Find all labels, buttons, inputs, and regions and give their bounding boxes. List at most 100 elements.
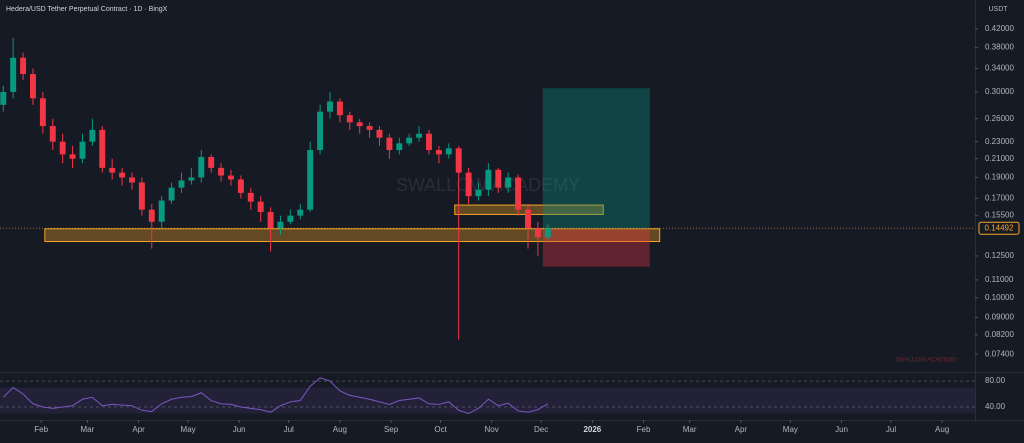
- x-tick-label: Feb: [34, 425, 48, 434]
- x-tick-label: Nov: [485, 425, 499, 434]
- rsi-tick-label: 40.00: [985, 402, 1006, 411]
- zone: [44, 228, 661, 243]
- y-tick-label: 0.34000: [985, 64, 1014, 73]
- candle-body: [247, 192, 254, 202]
- candle-body: [208, 156, 215, 168]
- x-tick-label: 2026: [583, 425, 601, 434]
- candle-body: [79, 141, 86, 159]
- candle-body: [525, 209, 531, 229]
- y-tick-label: 0.07400: [985, 349, 1014, 358]
- x-tick-label: Dec: [534, 425, 548, 434]
- candle-body: [29, 74, 36, 99]
- x-tick-label: Aug: [333, 425, 347, 434]
- candle-body: [0, 91, 7, 105]
- candle-body: [307, 150, 314, 210]
- candle-body: [406, 137, 413, 144]
- y-tick-label: 0.30000: [985, 87, 1014, 96]
- candle-body: [495, 169, 502, 188]
- candle-body: [287, 215, 294, 222]
- candle-body: [445, 148, 452, 155]
- x-tick-label: May: [181, 425, 196, 434]
- y-tick-label: 0.17000: [985, 193, 1014, 202]
- candle-body: [218, 167, 225, 176]
- candle-body: [465, 172, 472, 197]
- candle-body: [485, 169, 492, 190]
- candle-body: [228, 175, 234, 180]
- y-tick-label: 0.09000: [985, 313, 1014, 322]
- x-tick-label: Jun: [835, 425, 848, 434]
- candle-body: [188, 177, 195, 181]
- chart-title: Hedera/USD Tether Perpetual Contract · 1…: [6, 6, 168, 13]
- x-tick-label: Apr: [735, 425, 748, 434]
- candle-body: [168, 187, 175, 201]
- candle-body: [277, 221, 284, 229]
- candle-body: [198, 156, 205, 178]
- candle-body: [297, 209, 304, 216]
- y-tick-label: 0.42000: [985, 24, 1014, 33]
- candle-body: [346, 115, 353, 123]
- y-tick-label: 0.08200: [985, 330, 1014, 339]
- candle-body: [99, 129, 106, 168]
- x-tick-label: Aug: [935, 425, 949, 434]
- candle-body: [138, 182, 145, 210]
- candle-body: [475, 189, 482, 197]
- candle-body: [129, 177, 135, 183]
- x-tick-label: May: [783, 425, 798, 434]
- last-price-tag: [978, 221, 1020, 235]
- candle-body: [426, 133, 432, 151]
- footer-mark: SWALLOW ACADEMY: [895, 358, 956, 364]
- candle-body: [544, 228, 551, 238]
- candle-body: [396, 143, 403, 151]
- currency: USDT: [988, 6, 1008, 13]
- candle-body: [534, 228, 541, 238]
- x-tick-label: Mar: [683, 425, 697, 434]
- x-tick-label: Sep: [384, 425, 399, 434]
- candle-body: [148, 209, 155, 222]
- y-tick-label: 0.15500: [985, 211, 1014, 220]
- rsi-line: [2, 377, 549, 415]
- candle-body: [158, 200, 165, 222]
- candle-body: [505, 177, 512, 188]
- x-tick-label: Jun: [233, 425, 246, 434]
- x-tick-label: Apr: [132, 425, 145, 434]
- x-tick-label: Mar: [81, 425, 95, 434]
- y-tick-label: 0.38000: [985, 43, 1014, 52]
- y-tick-label: 0.21000: [985, 154, 1014, 163]
- candle-body: [515, 177, 522, 210]
- candle-body: [435, 150, 442, 155]
- candle-body: [336, 101, 343, 116]
- y-tick-label: 0.11000: [985, 275, 1014, 284]
- candle-body: [356, 122, 363, 127]
- candle-body: [178, 180, 185, 188]
- candle-body: [327, 101, 333, 112]
- y-tick-label: 0.19000: [985, 173, 1014, 182]
- candle-body: [20, 57, 27, 75]
- candle-body: [119, 172, 126, 178]
- candle-body: [317, 111, 324, 151]
- x-tick-label: Oct: [434, 425, 447, 434]
- candle-body: [455, 148, 462, 173]
- candle-body: [89, 129, 96, 142]
- candle-body: [376, 129, 383, 138]
- y-tick-label: 0.10000: [985, 293, 1014, 302]
- candle-body: [39, 98, 46, 127]
- candle-body: [386, 137, 393, 151]
- candle-body: [416, 133, 423, 138]
- candle-body: [69, 154, 76, 159]
- zone: [542, 88, 650, 229]
- candle-body: [10, 57, 17, 92]
- last-price-label: 0.14492: [985, 223, 1014, 232]
- candle-body: [49, 126, 56, 142]
- x-tick-label: Feb: [637, 425, 651, 434]
- y-tick-label: 0.26000: [985, 114, 1014, 123]
- rsi-tick-label: 80.00: [985, 376, 1006, 385]
- candle-body: [109, 167, 116, 173]
- plot: 0.42000 0.38000 0.34000 0.30000 0.26000 0.230…: [0, 24, 1020, 434]
- candle-body: [267, 212, 274, 229]
- y-tick-label: 0.12500: [985, 251, 1014, 260]
- x-tick-label: Jul: [284, 425, 294, 434]
- candle-body: [237, 179, 244, 193]
